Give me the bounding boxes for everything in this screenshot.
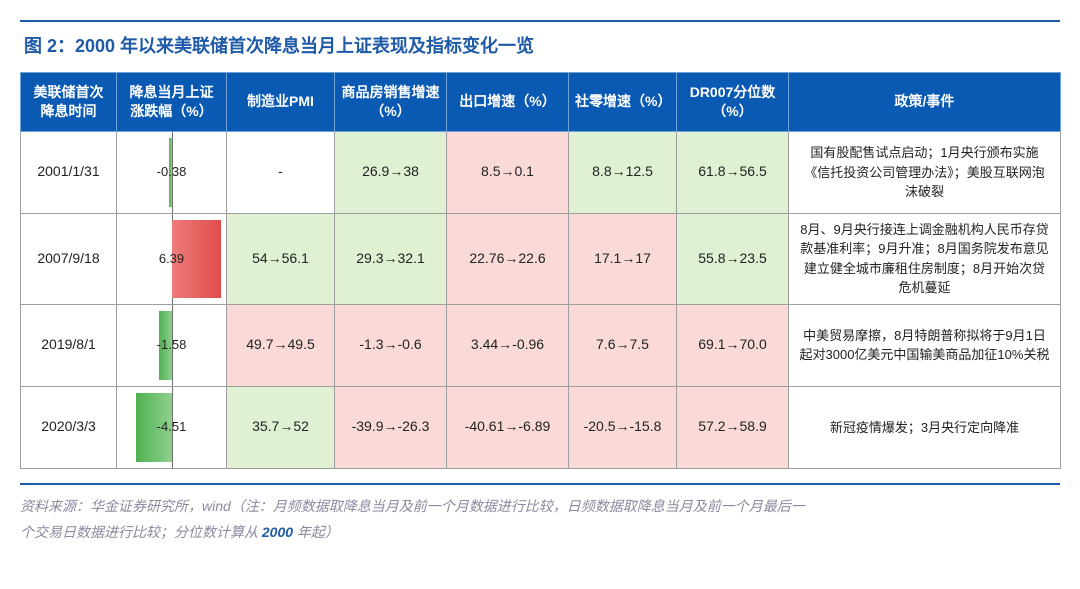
metric-value: -40.61→-6.89 xyxy=(447,387,568,468)
bar-cell: -4.51 xyxy=(117,386,227,468)
date-cell: 2019/8/1 xyxy=(21,304,117,386)
column-header: 商品房销售增速（%） xyxy=(335,73,447,132)
bar-cell: 6.39 xyxy=(117,213,227,304)
data-table: 美联储首次降息时间降息当月上证涨跌幅（%）制造业PMI商品房销售增速（%）出口增… xyxy=(20,72,1061,469)
header-row: 美联储首次降息时间降息当月上证涨跌幅（%）制造业PMI商品房销售增速（%）出口增… xyxy=(21,73,1061,132)
metric-cell: 26.9→38 xyxy=(335,131,447,213)
bar-cell: -0.38 xyxy=(117,131,227,213)
bar-value-label: 6.39 xyxy=(159,250,184,268)
figure-title: 图 2：2000 年以来美联储首次降息当月上证表现及指标变化一览 xyxy=(20,22,1060,72)
metric-value: 8.5→0.1 xyxy=(447,132,568,213)
table-row: 2001/1/31 -0.38 -26.9→388.5→0.18.8→12.561.… xyxy=(21,131,1061,213)
metric-value: 3.44→-0.96 xyxy=(447,305,568,386)
metric-cell: 54→56.1 xyxy=(227,213,335,304)
column-header: DR007分位数（%） xyxy=(677,73,789,132)
metric-value: 49.7→49.5 xyxy=(227,305,334,386)
bar-cell: -1.58 xyxy=(117,304,227,386)
source-note: 资料来源：华金证券研究所，wind（注：月频数据取降息当月及前一个月数据进行比较… xyxy=(20,485,1060,546)
metric-cell: -39.9→-26.3 xyxy=(335,386,447,468)
table-body: 2001/1/31 -0.38 -26.9→388.5→0.18.8→12.561.… xyxy=(21,131,1061,468)
metric-value: 17.1→17 xyxy=(569,214,676,304)
metric-cell: -1.3→-0.6 xyxy=(335,304,447,386)
source-text-2c: 年起） xyxy=(293,524,339,540)
column-header: 降息当月上证涨跌幅（%） xyxy=(117,73,227,132)
metric-value: -20.5→-15.8 xyxy=(569,387,676,468)
event-text: 新冠疫情爆发；3月央行定向降准 xyxy=(789,387,1060,468)
table-row: 2019/8/1 -1.58 49.7→49.5-1.3→-0.63.44→-0.9… xyxy=(21,304,1061,386)
title-text: 2000 年以来美联储首次降息当月上证表现及指标变化一览 xyxy=(75,36,534,56)
metric-cell: 49.7→49.5 xyxy=(227,304,335,386)
title-prefix: 图 2： xyxy=(24,36,75,56)
metric-cell: 69.1→70.0 xyxy=(677,304,789,386)
date-cell: 2007/9/18 xyxy=(21,213,117,304)
column-header: 出口增速（%） xyxy=(447,73,569,132)
column-header: 美联储首次降息时间 xyxy=(21,73,117,132)
date-cell: 2001/1/31 xyxy=(21,131,117,213)
bar-value-label: -1.58 xyxy=(157,336,187,354)
metric-value: 26.9→38 xyxy=(335,132,446,213)
metric-value: -1.3→-0.6 xyxy=(335,305,446,386)
metric-value: 35.7→52 xyxy=(227,387,334,468)
event-text: 国有股配售试点启动；1月央行颁布实施《信托投资公司管理办法》；美股互联网泡沫破裂 xyxy=(789,132,1060,213)
source-text-2a: 个交易日数据进行比较；分位数计算从 xyxy=(20,524,262,540)
date-cell: 2020/3/3 xyxy=(21,386,117,468)
source-text-1b: wind xyxy=(202,498,231,514)
metric-value: 61.8→56.5 xyxy=(677,132,788,213)
metric-value: - xyxy=(227,132,334,213)
source-text-1a: 资料来源：华金证券研究所， xyxy=(20,498,202,514)
column-header: 制造业PMI xyxy=(227,73,335,132)
event-text: 中美贸易摩擦，8月特朗普称拟将于9月1日起对3000亿美元中国输美商品加征10%… xyxy=(789,305,1060,386)
metric-cell: 57.2→58.9 xyxy=(677,386,789,468)
metric-cell: -20.5→-15.8 xyxy=(569,386,677,468)
event-cell: 8月、9月央行接连上调金融机构人民币存贷款基准利率；9月升准；8月国务院发布意见… xyxy=(789,213,1061,304)
bar-value-label: -0.38 xyxy=(157,163,187,181)
metric-cell: - xyxy=(227,131,335,213)
metric-cell: 8.8→12.5 xyxy=(569,131,677,213)
source-text-2b: 2000 xyxy=(262,524,293,540)
metric-value: 22.76→22.6 xyxy=(447,214,568,304)
metric-cell: 35.7→52 xyxy=(227,386,335,468)
bar-value-label: -4.51 xyxy=(157,418,187,436)
figure-container: 图 2：2000 年以来美联储首次降息当月上证表现及指标变化一览 美联储首次降息… xyxy=(20,20,1060,546)
metric-value: 69.1→70.0 xyxy=(677,305,788,386)
event-cell: 国有股配售试点启动；1月央行颁布实施《信托投资公司管理办法》；美股互联网泡沫破裂 xyxy=(789,131,1061,213)
table-row: 2020/3/3 -4.51 35.7→52-39.9→-26.3-40.61→-6… xyxy=(21,386,1061,468)
metric-cell: 7.6→7.5 xyxy=(569,304,677,386)
metric-cell: 55.8→23.5 xyxy=(677,213,789,304)
metric-value: 54→56.1 xyxy=(227,214,334,304)
metric-cell: 29.3→32.1 xyxy=(335,213,447,304)
table-row: 2007/9/18 6.39 54→56.129.3→32.122.76→22.61… xyxy=(21,213,1061,304)
metric-value: 57.2→58.9 xyxy=(677,387,788,468)
metric-value: -39.9→-26.3 xyxy=(335,387,446,468)
metric-cell: -40.61→-6.89 xyxy=(447,386,569,468)
event-cell: 中美贸易摩擦，8月特朗普称拟将于9月1日起对3000亿美元中国输美商品加征10%… xyxy=(789,304,1061,386)
metric-value: 55.8→23.5 xyxy=(677,214,788,304)
metric-value: 29.3→32.1 xyxy=(335,214,446,304)
metric-cell: 3.44→-0.96 xyxy=(447,304,569,386)
column-header: 政策/事件 xyxy=(789,73,1061,132)
metric-cell: 22.76→22.6 xyxy=(447,213,569,304)
source-text-1c: （注：月频数据取降息当月及前一个月数据进行比较，日频数据取降息当月及前一个月最后… xyxy=(231,498,805,514)
metric-value: 7.6→7.5 xyxy=(569,305,676,386)
event-text: 8月、9月央行接连上调金融机构人民币存贷款基准利率；9月升准；8月国务院发布意见… xyxy=(789,214,1060,304)
column-header: 社零增速（%） xyxy=(569,73,677,132)
event-cell: 新冠疫情爆发；3月央行定向降准 xyxy=(789,386,1061,468)
metric-value: 8.8→12.5 xyxy=(569,132,676,213)
metric-cell: 8.5→0.1 xyxy=(447,131,569,213)
metric-cell: 17.1→17 xyxy=(569,213,677,304)
metric-cell: 61.8→56.5 xyxy=(677,131,789,213)
